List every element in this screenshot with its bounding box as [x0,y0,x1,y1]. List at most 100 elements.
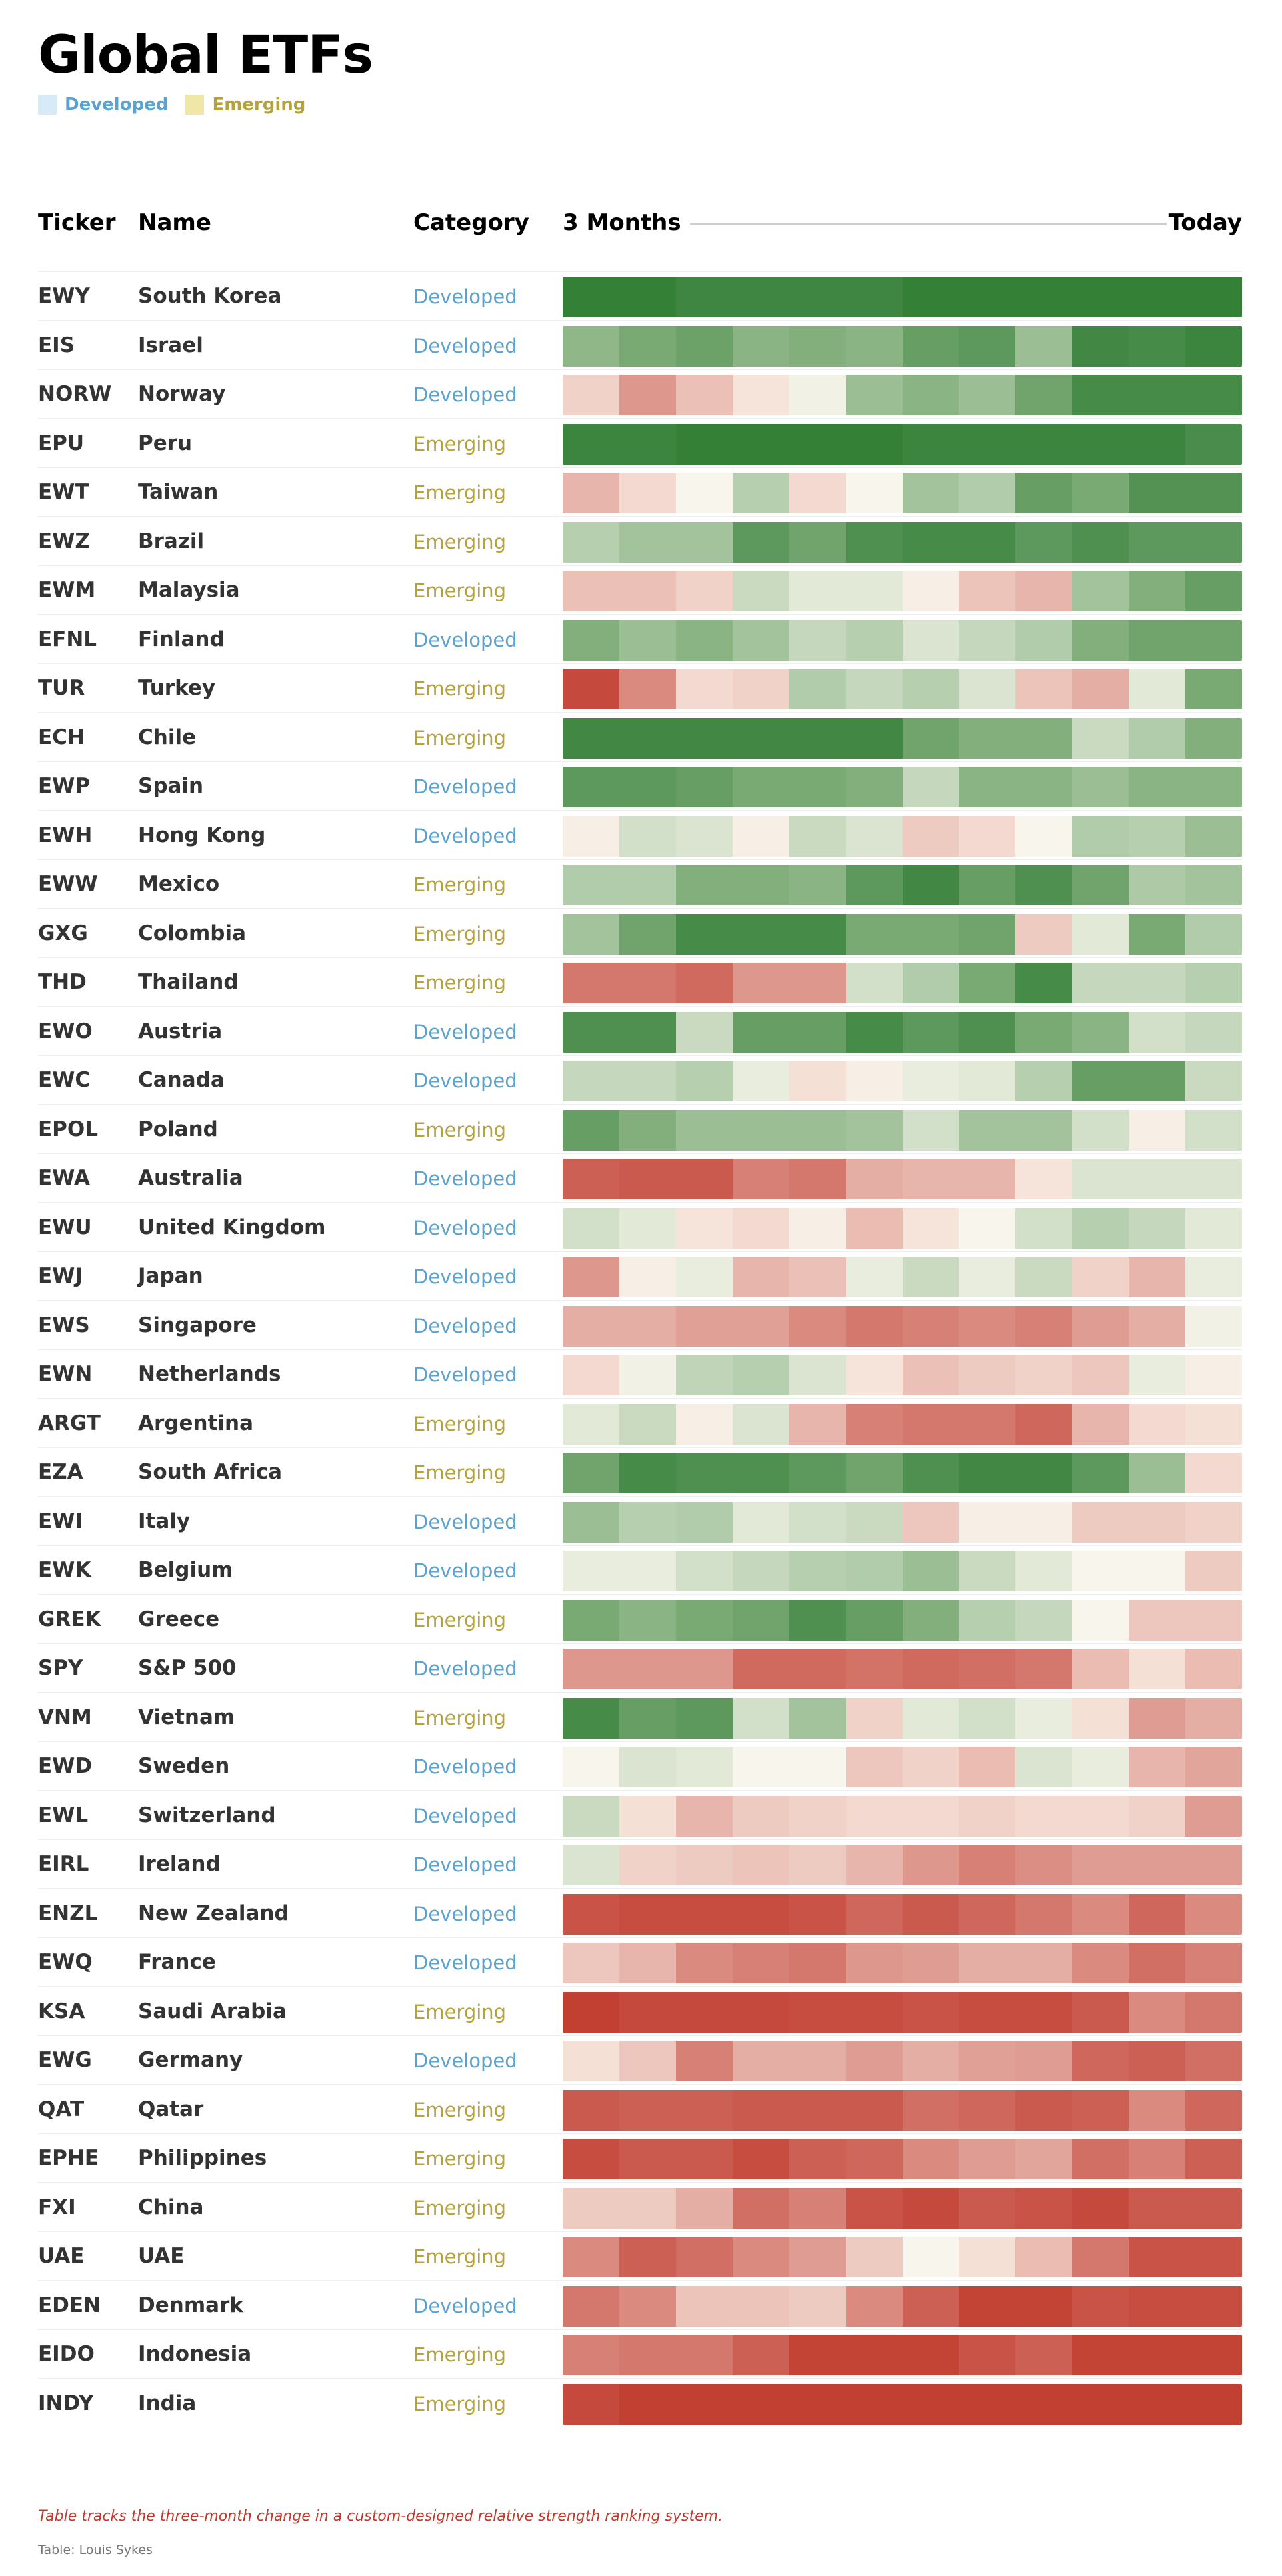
heatmap-cell [1015,963,1073,1003]
heatmap-cell [789,865,846,905]
heatmap-cell [845,1061,903,1101]
heatmap-cell [789,1355,846,1395]
heatmap-cell [902,1355,959,1395]
heatmap-cell [563,963,619,1003]
heatmap-cell [789,1453,846,1493]
heatmap-cell [959,325,1016,367]
heatmap-cell [1072,865,1129,905]
heatmap-cell [845,913,903,955]
heatmap-cell [732,1355,789,1395]
heatmap-cell [619,2383,676,2425]
heatmap-cell [1072,1355,1129,1395]
heatmap-cell [789,1257,846,1297]
heatmap-cell [902,1845,959,1885]
heatmap-cell [675,1011,733,1053]
heatmap-cell [675,1551,733,1591]
table-row: INDY India Emerging [38,2377,1242,2427]
heatmap-cell [902,1207,959,1249]
category-cell: Developed [413,1363,517,1386]
heatmap-cell [959,913,1016,955]
heatmap-strip [563,1991,1242,2033]
heatmap-cell [1185,1943,1242,1983]
heatmap-cell [675,767,733,807]
heatmap-cell [732,1501,789,1543]
heatmap-cell [675,375,733,415]
heatmap-cell [845,815,903,857]
category-cell: Developed [413,628,517,651]
heatmap-cell [675,1501,733,1543]
heatmap-cell [959,423,1016,465]
heatmap-cell [1185,2383,1242,2425]
heatmap-cell [959,669,1016,709]
heatmap-cell [563,1697,619,1739]
header-end-period: Today [1168,209,1242,236]
heatmap-cell [1015,375,1073,415]
heatmap-cell [732,1305,789,1347]
heatmap-cell [675,325,733,367]
heatmap-cell [959,1501,1016,1543]
heatmap-cell [959,767,1016,807]
heatmap-cell [1015,2237,1073,2277]
heatmap-cell [789,1011,846,1053]
heatmap-cell [1129,2383,1186,2425]
category-cell: Developed [413,1265,517,1288]
heatmap-cell [789,277,846,317]
heatmap-cell [1185,2285,1242,2327]
heatmap-cell [1185,473,1242,513]
heatmap-cell [1072,1403,1129,1445]
heatmap-cell [1185,1207,1242,1249]
table-row: ARGT Argentina Emerging [38,1397,1242,1447]
page-title: Global ETFs [38,25,373,85]
heatmap-cell [1072,2041,1129,2081]
heatmap-cell [789,815,846,857]
heatmap-strip [563,1551,1242,1591]
name-cell: Philippines [138,2146,267,2170]
table-row: EWM Malaysia Emerging [38,565,1242,614]
table-row: EIRL Ireland Developed [38,1839,1242,1888]
name-cell: Italy [138,1509,191,1533]
table-row: VNM Vietnam Emerging [38,1691,1242,1741]
heatmap-cell [1129,1551,1186,1591]
heatmap-cell [675,1159,733,1199]
ticker-cell: ECH [38,725,85,749]
heatmap-cell [789,1551,846,1591]
heatmap-cell [732,669,789,709]
heatmap-cell [1015,1207,1073,1249]
heatmap-cell [1185,2187,1242,2229]
table-row: EFNL Finland Developed [38,613,1242,663]
heatmap-cell [1185,1991,1242,2033]
heatmap-cell [1072,1551,1129,1591]
heatmap-cell [959,1159,1016,1199]
heatmap-cell [959,2139,1016,2179]
heatmap-cell [845,1109,903,1151]
heatmap-cell [845,963,903,1003]
heatmap-cell [619,277,676,317]
table-row: EIS Israel Developed [38,319,1242,369]
heatmap-cell [1072,2089,1129,2131]
heatmap-cell [675,1893,733,1935]
heatmap-cell [619,865,676,905]
heatmap-cell [789,473,846,513]
heatmap-cell [845,375,903,415]
heatmap-cell [732,767,789,807]
heatmap-cell [1072,521,1129,563]
ticker-cell: GREK [38,1607,101,1631]
category-cell: Emerging [413,2196,507,2219]
heatmap-cell [619,1257,676,1297]
heatmap-cell [845,1011,903,1053]
heatmap-cell [789,2335,846,2375]
heatmap-cell [789,717,846,759]
heatmap-cell [619,375,676,415]
heatmap-cell [619,767,676,807]
heatmap-cell [959,1257,1016,1297]
heatmap-cell [732,1257,789,1297]
heatmap-strip [563,325,1242,367]
heatmap-cell [845,1355,903,1395]
ticker-cell: EWD [38,1754,93,1778]
heatmap-cell [1015,1109,1073,1151]
ticker-cell: UAE [38,2244,85,2268]
heatmap-cell [1015,1991,1073,2033]
heatmap-cell [1129,1305,1186,1347]
name-cell: UAE [138,2244,185,2268]
heatmap-cell [902,1501,959,1543]
